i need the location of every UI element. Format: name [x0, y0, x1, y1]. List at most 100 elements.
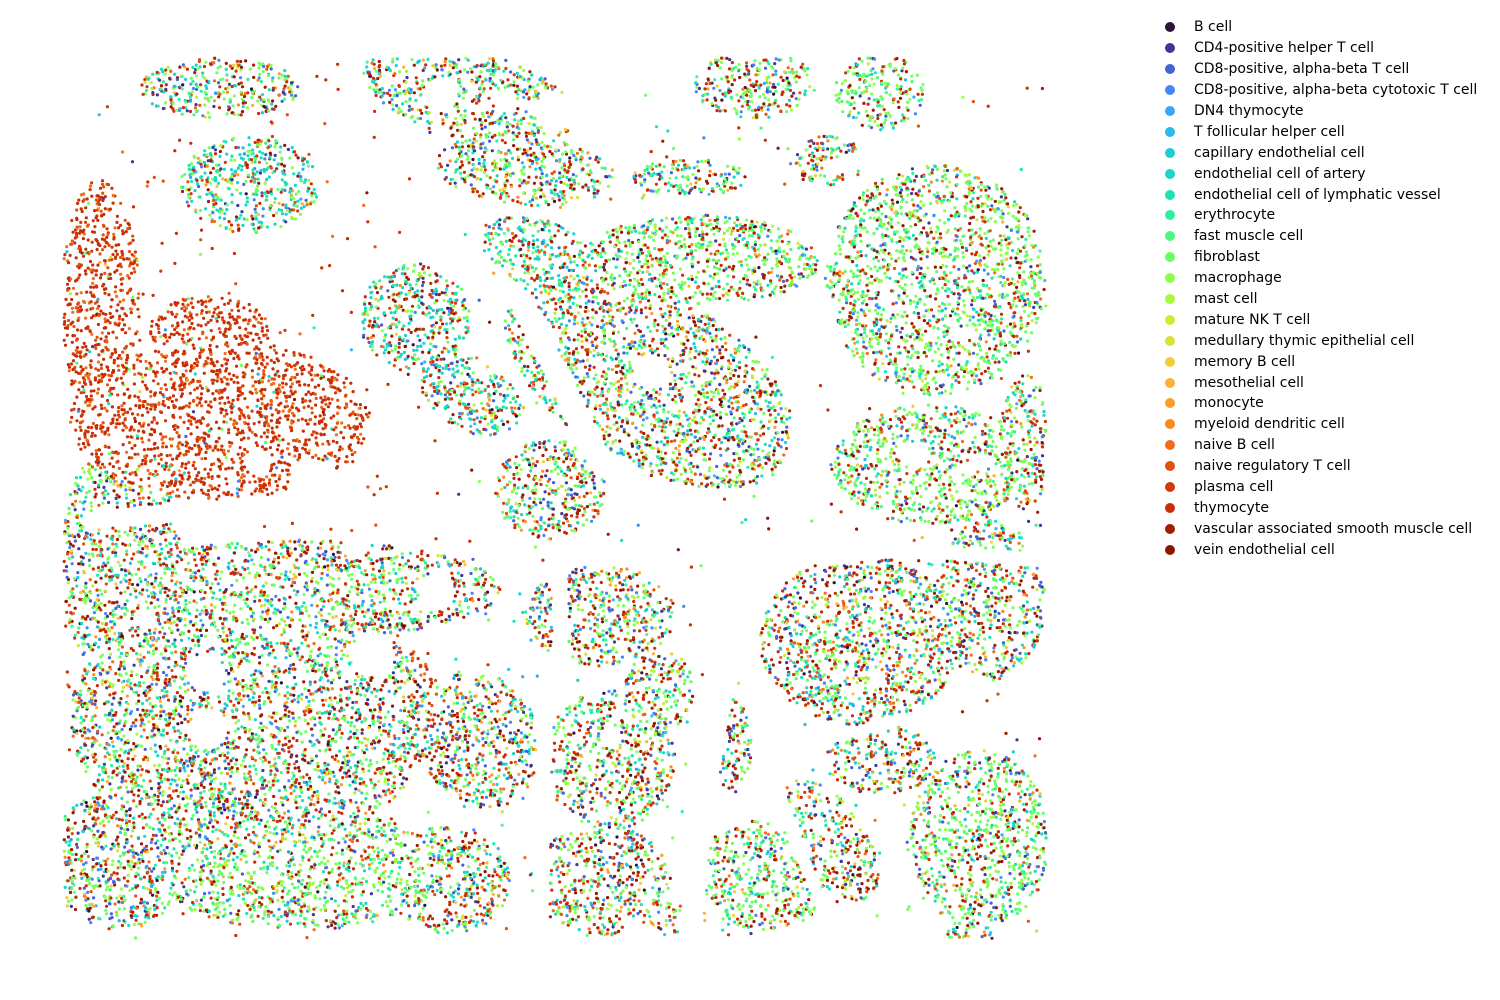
cell-point: [638, 414, 643, 418]
cell-point: [513, 778, 517, 782]
cell-point: [945, 368, 949, 372]
cell-point: [481, 753, 485, 757]
cell-point: [790, 856, 794, 860]
cell-point: [476, 761, 480, 765]
cell-point: [865, 757, 869, 761]
cell-point: [524, 131, 528, 135]
cell-point: [76, 328, 80, 332]
cell-point: [937, 309, 941, 313]
cell-point: [398, 283, 402, 288]
cell-point: [288, 922, 293, 926]
cell-point: [248, 764, 252, 768]
cell-point: [636, 411, 640, 416]
cell-point: [213, 152, 218, 156]
cell-point: [825, 654, 829, 658]
cell-point: [272, 360, 276, 365]
cell-point: [716, 851, 720, 855]
cell-point: [227, 82, 231, 86]
cell-point: [602, 898, 606, 902]
cell-point: [619, 424, 624, 428]
cell-point: [434, 292, 438, 296]
cell-point: [937, 434, 941, 438]
cell-point: [261, 151, 265, 155]
cell-point: [517, 525, 522, 529]
cell-point: [287, 667, 292, 671]
cell-point: [776, 104, 780, 108]
cell-point: [120, 568, 124, 572]
cell-point: [379, 294, 384, 299]
cell-point: [930, 874, 935, 878]
cell-point: [290, 166, 294, 170]
cell-point: [71, 714, 75, 718]
cell-point: [764, 836, 768, 840]
cell-point: [910, 167, 915, 171]
cell-point: [968, 755, 972, 759]
cell-point: [842, 287, 846, 291]
cell-point: [337, 810, 341, 814]
cell-point: [924, 625, 928, 629]
cell-point: [970, 790, 975, 794]
cell-point: [483, 870, 487, 874]
cell-point: [943, 882, 947, 887]
cell-point: [887, 346, 891, 350]
cell-point: [935, 409, 939, 413]
cell-point: [993, 220, 998, 224]
cell-point: [999, 376, 1004, 381]
cell-point: [491, 237, 495, 241]
cell-point: [167, 468, 171, 472]
cell-point: [435, 685, 439, 689]
cell-point: [102, 185, 106, 189]
cell-point: [950, 828, 954, 832]
cell-point: [932, 645, 936, 650]
cell-point: [737, 420, 741, 425]
cell-point: [242, 152, 246, 156]
cell-point: [938, 429, 942, 433]
cell-point: [361, 858, 365, 862]
cell-point: [1037, 459, 1041, 463]
cell-point: [933, 678, 937, 682]
cell-point: [835, 564, 839, 568]
cell-point: [371, 811, 375, 815]
cell-point: [1017, 589, 1021, 593]
cell-point: [282, 164, 286, 168]
cell-point: [272, 794, 276, 799]
cell-point: [216, 488, 220, 492]
cell-point: [377, 779, 381, 783]
cell-point: [553, 311, 557, 315]
cell-point: [319, 729, 323, 733]
cell-point: [916, 747, 921, 751]
cell-point: [1017, 541, 1021, 545]
cell-point: [682, 604, 686, 609]
cell-point: [173, 530, 177, 534]
cell-point: [838, 575, 842, 579]
cell-point: [648, 329, 652, 333]
cell-point: [1009, 772, 1013, 776]
cell-point: [960, 245, 965, 249]
cell-point: [872, 851, 877, 856]
cell-point: [323, 618, 327, 623]
cell-point: [662, 751, 666, 755]
cell-point: [534, 526, 538, 530]
cell-point: [875, 76, 880, 80]
cell-point: [360, 441, 364, 445]
cell-point: [544, 474, 548, 478]
cell-point: [471, 799, 475, 803]
cell-point: [103, 317, 107, 321]
cell-point: [392, 271, 396, 275]
cell-point: [693, 415, 697, 419]
cell-point: [755, 80, 759, 84]
cell-point: [297, 716, 301, 720]
cell-point: [231, 756, 235, 761]
cell-point: [559, 337, 563, 341]
cell-point: [1017, 818, 1021, 822]
cell-point: [192, 579, 196, 583]
cell-point: [991, 545, 995, 549]
cell-point: [585, 404, 589, 408]
cell-point: [233, 426, 237, 430]
cell-point: [572, 731, 576, 735]
cell-point: [976, 636, 980, 640]
cell-point: [592, 365, 596, 369]
cell-point: [750, 100, 754, 104]
cell-point: [81, 442, 86, 446]
cell-point: [1034, 929, 1039, 933]
